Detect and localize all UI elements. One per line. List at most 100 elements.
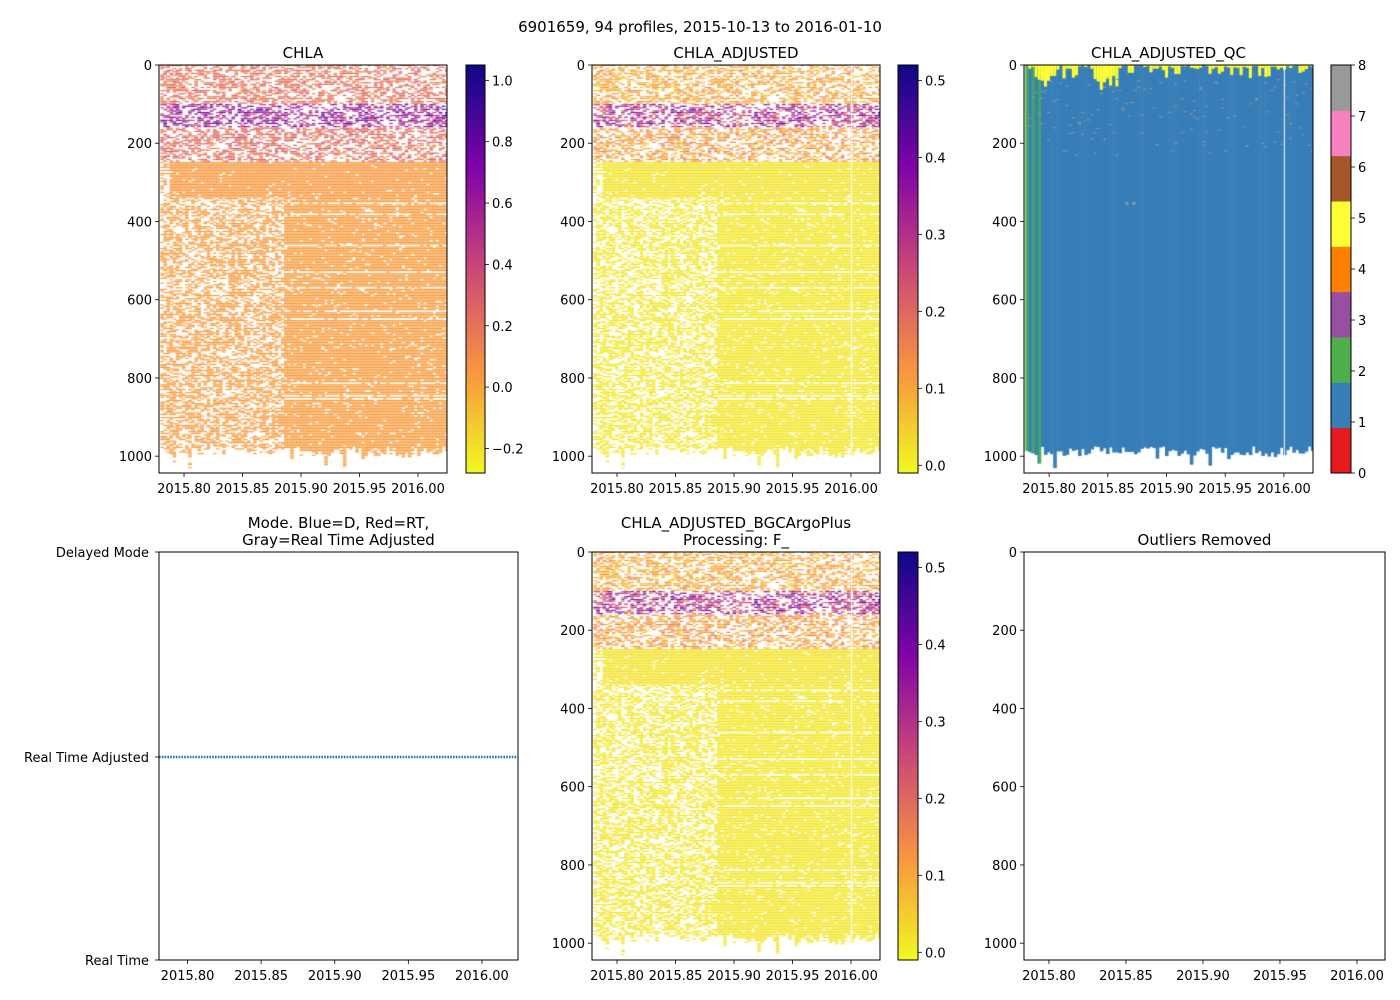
y-tick-label: 1000	[984, 937, 1017, 952]
colorbar-segment-5	[1331, 201, 1351, 247]
axes-frame	[1023, 64, 1314, 474]
colorbar-tick-label: 8	[1358, 59, 1366, 74]
x-tick-label: 2015.80	[157, 482, 211, 497]
x-tick-label: 2015.80	[1022, 482, 1076, 497]
colorbar-tick-label: 0.4	[925, 151, 946, 166]
colorbar-tick-label: 2	[1358, 365, 1366, 380]
colorbar-tick-label: 0.2	[492, 320, 513, 335]
colorbar-tick-label: 0.1	[925, 869, 946, 884]
x-tick-label: 2016.00	[824, 482, 878, 497]
axes-frame	[591, 551, 881, 961]
colorbar-tick-label: 0.6	[492, 197, 513, 212]
figure-suptitle: 6901659, 94 profiles, 2015-10-13 to 2016…	[518, 18, 882, 36]
y-tick-label: 800	[560, 859, 585, 874]
colorbar-gradient	[898, 552, 918, 960]
panel-title-bgc: CHLA_ADJUSTED_BGCArgoPlus	[621, 514, 851, 533]
y-tick-label: 400	[560, 215, 585, 230]
y-tick-label: 600	[560, 294, 585, 309]
y-tick-label: Real Time	[85, 954, 149, 969]
x-tick-label: 2015.85	[1081, 482, 1135, 497]
y-tick-label: 1000	[984, 450, 1017, 465]
y-tick-label: 200	[992, 137, 1017, 152]
y-tick-label: 800	[992, 372, 1017, 387]
y-tick-label: 200	[560, 137, 585, 152]
colorbar-segment-0	[1331, 427, 1351, 474]
colorbar-tick-label: 0.2	[925, 792, 946, 807]
colorbar-tick-label: 0.0	[925, 459, 946, 474]
y-tick-label: 1000	[119, 450, 152, 465]
y-tick-label: 600	[992, 294, 1017, 309]
x-tick-label: 2015.85	[234, 969, 288, 984]
colorbar-tick-label: 3	[1358, 314, 1366, 329]
y-tick-label: 0	[1009, 59, 1017, 74]
x-tick-label: 2015.95	[1198, 482, 1252, 497]
x-tick-label: 2015.95	[766, 482, 820, 497]
axes-frame	[158, 551, 519, 961]
y-tick-label: 400	[127, 215, 152, 230]
colorbar-tick-label: 4	[1358, 263, 1366, 278]
y-tick-label: 1000	[552, 450, 585, 465]
panel-title-adj: CHLA_ADJUSTED	[673, 44, 798, 63]
y-tick-label: 1000	[552, 937, 585, 952]
x-tick-label: 2015.80	[1022, 969, 1076, 984]
colorbar-tick-label: 6	[1358, 161, 1366, 176]
colorbar-tick-label: 0.2	[925, 305, 946, 320]
y-tick-label: 600	[992, 781, 1017, 796]
colorbar-segment-1	[1331, 382, 1351, 429]
x-tick-label: 2015.90	[707, 969, 761, 984]
y-tick-label: 0	[144, 59, 152, 74]
x-tick-label: 2016.00	[824, 969, 878, 984]
x-tick-label: 2015.95	[381, 969, 435, 984]
x-tick-label: 2015.85	[216, 482, 270, 497]
y-tick-label: 800	[992, 859, 1017, 874]
colorbar-frame	[1330, 64, 1352, 474]
colorbar-tick-label: 0.5	[925, 561, 946, 576]
chla-bgcargoplus-heatmap	[592, 552, 880, 960]
colorbar-frame	[465, 64, 486, 474]
colorbar-tick-label: 1	[1358, 416, 1366, 431]
colorbar-tick-label: 0.3	[925, 715, 946, 730]
y-tick-label: 800	[127, 372, 152, 387]
colorbar-tick-label: 0.4	[925, 638, 946, 653]
colorbar-tick-label: 0.1	[925, 382, 946, 397]
y-tick-label: 400	[992, 702, 1017, 717]
y-tick-label: Delayed Mode	[56, 546, 149, 561]
colorbar-gradient	[898, 65, 918, 473]
colorbar-tick-label: 1.0	[492, 74, 513, 89]
x-tick-label: 2015.85	[649, 969, 703, 984]
y-tick-label: 200	[560, 624, 585, 639]
y-tick-label: 400	[560, 702, 585, 717]
panel-title-mode: Mode. Blue=D, Red=RT,	[248, 514, 430, 532]
y-tick-label: 200	[992, 624, 1017, 639]
colorbar-segment-8	[1331, 65, 1351, 111]
colorbar-tick-label: 0.5	[925, 74, 946, 89]
y-tick-label: 200	[127, 137, 152, 152]
colorbar-gradient	[466, 65, 485, 473]
x-tick-label: 2015.80	[590, 969, 644, 984]
y-tick-label: 0	[577, 546, 585, 561]
x-tick-label: 2015.80	[161, 969, 215, 984]
panel-title-mode: Gray=Real Time Adjusted	[242, 531, 435, 549]
colorbar-tick-label: 0.0	[925, 946, 946, 961]
x-tick-label: 2016.00	[455, 969, 509, 984]
x-tick-label: 2015.90	[1140, 482, 1194, 497]
x-tick-label: 2016.00	[1330, 969, 1384, 984]
y-tick-label: 400	[992, 215, 1017, 230]
colorbar-segment-4	[1331, 246, 1351, 293]
x-tick-label: 2015.90	[1176, 969, 1230, 984]
x-tick-label: 2015.90	[308, 969, 362, 984]
chla-heatmap	[159, 65, 447, 473]
colorbar-segment-6	[1331, 155, 1351, 202]
colorbar-segment-7	[1331, 110, 1351, 157]
x-tick-label: 2015.85	[649, 482, 703, 497]
colorbar-frame	[897, 551, 919, 961]
x-tick-label: 2016.00	[391, 482, 445, 497]
axes-frame	[158, 64, 448, 474]
y-tick-label: 600	[560, 781, 585, 796]
chla-adjusted-heatmap	[592, 65, 880, 473]
x-tick-label: 2015.80	[590, 482, 644, 497]
colorbar-tick-label: 7	[1358, 110, 1366, 125]
colorbar-tick-label: 5	[1358, 212, 1366, 227]
